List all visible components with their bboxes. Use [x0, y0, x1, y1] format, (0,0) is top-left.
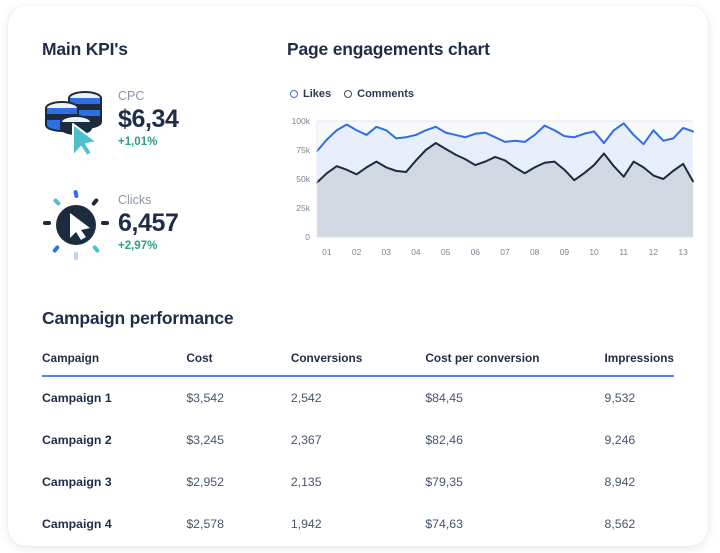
table-row[interactable]: Campaign 4 $2,578 1,942 $74,63 8,562: [42, 503, 674, 545]
click-burst-cursor-icon: [40, 188, 112, 262]
x-axis-tick-label: 11: [619, 247, 628, 257]
x-axis-tick-label: 01: [322, 247, 332, 257]
campaign-performance-table: Campaign Cost Conversions Cost per conve…: [42, 351, 674, 546]
x-axis-tick-label: 12: [649, 247, 659, 257]
kpi-label-cpc: CPC: [118, 89, 145, 103]
cell-conversions: 2,135: [290, 475, 322, 489]
kpi-section-title: Main KPI's: [42, 39, 128, 59]
cell-campaign: Campaign 2: [42, 433, 112, 447]
table-section-title: Campaign performance: [42, 308, 234, 328]
cell-conversions: 1,533: [291, 545, 426, 546]
line-likes: [316, 122, 694, 153]
x-axis-tick-label: 05: [441, 247, 451, 257]
cell-impressions: 7,421: [605, 545, 675, 546]
legend-label-comments: Comments: [357, 88, 414, 100]
stacked-coins-cursor-icon: [40, 84, 112, 158]
cell-conversions: 2,367: [290, 433, 322, 447]
x-axis-tick-label: 04: [411, 247, 421, 257]
y-axis-tick-label: 100k: [292, 116, 311, 126]
legend-label-likes: Likes: [303, 88, 332, 100]
cell-campaign: Campaign 4: [42, 517, 112, 531]
kpi-value-cpc: $6,34: [118, 105, 179, 133]
column-header-campaign[interactable]: Campaign: [42, 351, 187, 377]
y-axis-tick-label: 25k: [296, 203, 310, 213]
cell-cost-per-conversion: $68,52: [425, 545, 604, 546]
kpi-delta-clicks: +2,97%: [118, 240, 158, 252]
x-axis-tick-label: 02: [352, 247, 362, 257]
cell-cost-per-conversion: $84,45: [425, 391, 463, 405]
column-header-conversions[interactable]: Conversions: [290, 351, 426, 377]
x-axis-tick-label: 06: [471, 247, 481, 257]
kpi-label-clicks: Clicks: [118, 193, 152, 207]
cell-campaign: Campaign 5: [42, 545, 186, 546]
dashboard-card: Main KPI's: [8, 6, 708, 546]
column-header-cost-per-conversion[interactable]: Cost per conversion: [425, 351, 605, 377]
legend-dot-comments-icon: [344, 90, 353, 98]
cell-impressions: 8,942: [604, 475, 636, 489]
y-axis-tick-label: 0: [305, 232, 310, 242]
y-axis-tick-label: 75k: [296, 145, 310, 155]
cell-cost: $2,952: [186, 475, 224, 489]
legend-item-likes[interactable]: Likes: [290, 88, 331, 100]
x-axis-tick-label: 07: [500, 247, 510, 257]
x-axis-tick-label: 03: [382, 247, 392, 257]
cell-cost-per-conversion: $82,46: [425, 433, 463, 447]
cell-cost: $2,578: [186, 517, 224, 531]
legend-dot-likes-icon: [290, 90, 298, 98]
kpi-value-clicks: 6,457: [118, 209, 179, 237]
table-row[interactable]: Campaign 1 $3,542 2,542 $84,45 9,532: [42, 376, 674, 419]
line-comments: [316, 142, 694, 184]
cell-campaign: Campaign 3: [42, 475, 112, 489]
cell-cost-per-conversion: $79,35: [425, 475, 463, 489]
kpi-card-cpc: CPC $6,34 +1,01%: [40, 84, 179, 158]
table-row[interactable]: Campaign 3 $2,952 2,135 $79,35 8,942: [42, 461, 674, 503]
legend-item-comments[interactable]: Comments: [344, 88, 414, 100]
page-engagements-chart[interactable]: 0 25k 50k 75k 100k 01 02 03 04 05 06 07 08 09 10 11 12 13: [287, 111, 699, 261]
column-header-cost[interactable]: Cost: [186, 351, 291, 377]
cell-cost: $3,542: [186, 391, 224, 405]
column-header-impressions[interactable]: Impressions: [604, 351, 674, 377]
cell-campaign: Campaign 1: [42, 391, 112, 405]
chart-section-title: Page engagements chart: [287, 39, 490, 59]
cell-impressions: 9,532: [604, 391, 636, 405]
y-axis-tick-label: 50k: [296, 174, 310, 184]
cell-cost: $1,865: [186, 545, 290, 546]
x-axis-tick-label: 08: [530, 247, 540, 257]
cell-cost-per-conversion: $74,63: [425, 517, 463, 531]
chart-legend: Likes Comments: [290, 88, 414, 100]
table-row[interactable]: Campaign 2 $3,245 2,367 $82,46 9,246: [42, 419, 674, 461]
x-axis-tick-label: 13: [678, 247, 688, 257]
cell-conversions: 1,942: [290, 517, 322, 531]
x-axis-tick-label: 09: [560, 247, 570, 257]
kpi-delta-cpc: +1,01%: [118, 136, 158, 148]
cell-impressions: 8,562: [604, 517, 636, 531]
cell-cost: $3,245: [186, 433, 224, 447]
x-axis-tick-label: 10: [589, 247, 599, 257]
kpi-card-clicks: Clicks 6,457 +2,97%: [40, 188, 179, 262]
cell-conversions: 2,542: [290, 391, 322, 405]
table-header-row: Campaign Cost Conversions Cost per conve…: [42, 351, 674, 377]
cell-impressions: 9,246: [604, 433, 636, 447]
table-row[interactable]: Campaign 5$1,8651,533$68,527,421: [42, 545, 674, 546]
